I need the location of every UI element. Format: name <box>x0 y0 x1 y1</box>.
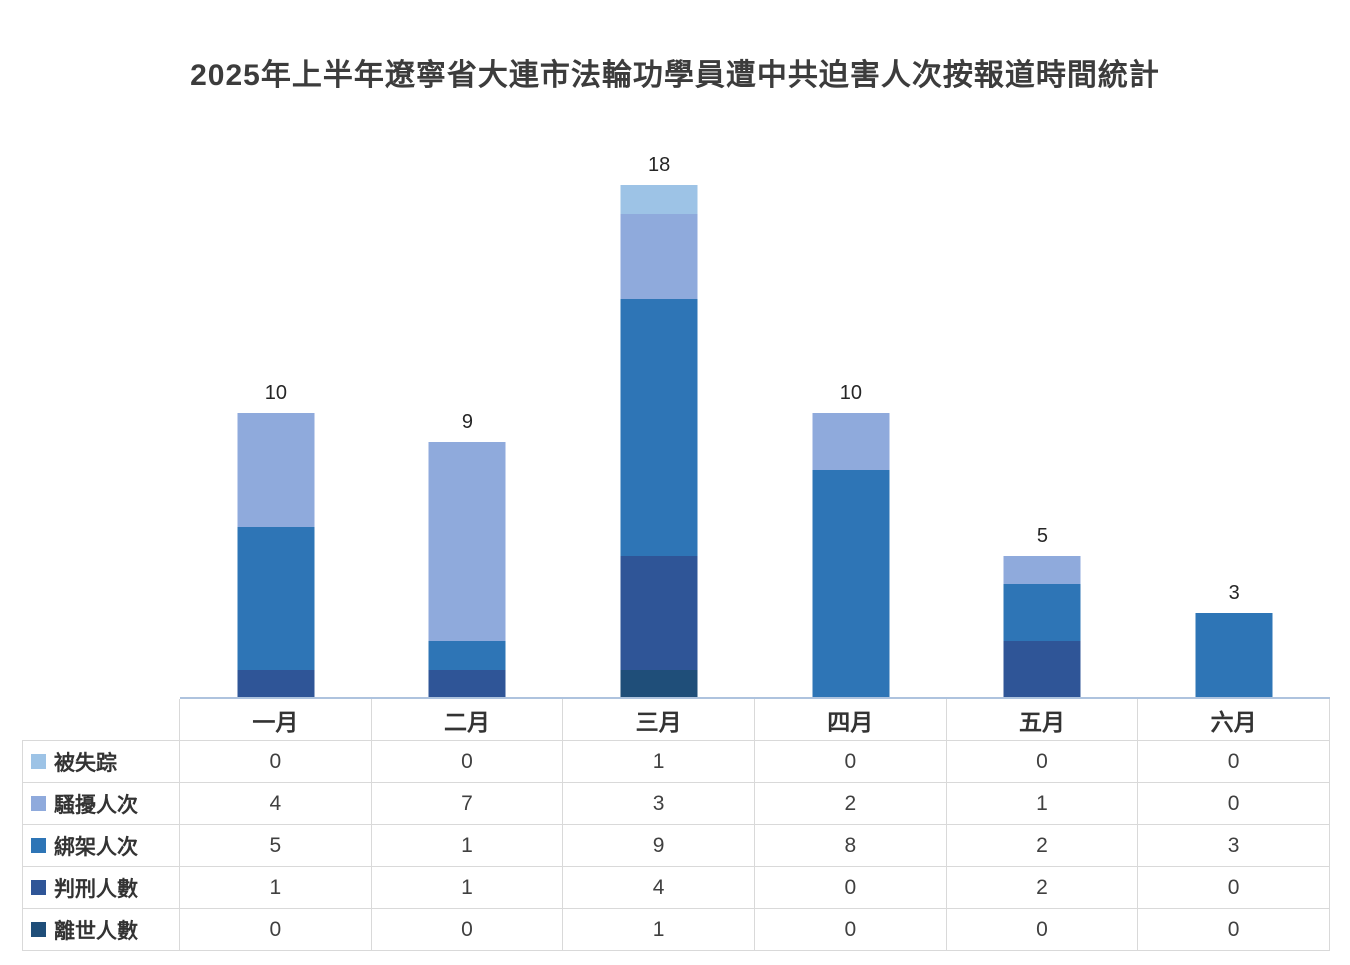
series-name-label: 離世人數 <box>54 919 138 943</box>
bar-segment-綁架人次 <box>237 527 315 670</box>
table-cell-被失踪-5: 0 <box>946 741 1139 783</box>
table-cell-騷擾人次-2: 7 <box>371 783 564 825</box>
bar-segment-騷擾人次 <box>1003 555 1081 584</box>
table-cell-綁架人次-1: 5 <box>180 825 372 867</box>
bar-total-label: 5 <box>1036 524 1049 547</box>
stacked-bar-六月 <box>1195 612 1273 698</box>
bar-total-label: 9 <box>461 410 474 433</box>
series-name-label: 被失踪 <box>54 751 117 775</box>
table-header-month-6: 六月 <box>1138 699 1330 741</box>
table-cell-判刑人數-5: 2 <box>946 867 1139 909</box>
legend-swatch-綁架人次 <box>31 838 46 853</box>
bar-segment-被失踪 <box>620 185 698 214</box>
table-cell-綁架人次-4: 8 <box>754 825 947 867</box>
bar-column-3: 18 <box>563 150 755 698</box>
series-label-row-綁架人次: 綁架人次 <box>22 825 180 867</box>
table-cell-離世人數-3: 1 <box>563 909 755 951</box>
table-cell-判刑人數-3: 4 <box>563 867 755 909</box>
bar-column-2: 9 <box>372 150 564 698</box>
table-cell-離世人數-1: 0 <box>180 909 372 951</box>
bar-total-label: 18 <box>648 154 671 176</box>
bar-segment-綁架人次 <box>428 641 506 670</box>
table-cell-判刑人數-6: 0 <box>1138 867 1330 909</box>
legend-swatch-被失踪 <box>31 754 46 769</box>
table-cell-離世人數-4: 0 <box>754 909 947 951</box>
stacked-bar-三月 <box>620 185 698 698</box>
bar-segment-騷擾人次 <box>620 213 698 299</box>
bar-segment-判刑人數 <box>1003 641 1081 698</box>
table-cell-判刑人數-4: 0 <box>754 867 947 909</box>
bar-segment-離世人數 <box>620 669 698 698</box>
bar-column-6: 3 <box>1138 150 1330 698</box>
table-cell-被失踪-3: 1 <box>563 741 755 783</box>
table-cell-離世人數-2: 0 <box>371 909 564 951</box>
bar-column-1: 10 <box>180 150 372 698</box>
table-cell-離世人數-6: 0 <box>1138 909 1330 951</box>
baseline-divider <box>180 697 1330 699</box>
series-label-row-騷擾人次: 騷擾人次 <box>22 783 180 825</box>
stacked-bar-二月 <box>428 441 506 698</box>
table-header-month-4: 四月 <box>754 699 947 741</box>
table-header-month-3: 三月 <box>563 699 755 741</box>
table-cell-騷擾人次-6: 0 <box>1138 783 1330 825</box>
table-cell-判刑人數-2: 1 <box>371 867 564 909</box>
table-cell-騷擾人次-4: 2 <box>754 783 947 825</box>
bar-total-label: 3 <box>1228 581 1240 604</box>
table-cell-被失踪-6: 0 <box>1138 741 1330 783</box>
bar-segment-判刑人數 <box>428 669 506 698</box>
series-label-row-離世人數: 離世人數 <box>22 909 180 951</box>
bar-segment-綁架人次 <box>812 470 890 698</box>
table-cell-被失踪-4: 0 <box>754 741 947 783</box>
table-cell-騷擾人次-5: 1 <box>946 783 1139 825</box>
bar-segment-綁架人次 <box>620 299 698 556</box>
bar-column-4: 10 <box>755 150 947 698</box>
table-cell-判刑人數-1: 1 <box>180 867 372 909</box>
table-corner-cell <box>22 699 180 741</box>
series-label-row-判刑人數: 判刑人數 <box>22 867 180 909</box>
series-name-label: 判刑人數 <box>54 877 138 901</box>
table-cell-騷擾人次-3: 3 <box>563 783 755 825</box>
bar-segment-綁架人次 <box>1003 584 1081 641</box>
data-table: 一月 二月 三月 四月 五月 六月 被失踪 0 0 1 0 0 0 騷擾人次 4 7 3 2 1 0 綁架人次 5 1 9 8 2… <box>22 699 1330 951</box>
chart-plot: 10 9 18 10 5 3 <box>180 150 1330 698</box>
series-name-label: 騷擾人次 <box>54 793 138 817</box>
series-label-row-被失踪: 被失踪 <box>22 741 180 783</box>
page-title: 2025年上半年遼寧省大連市法輪功學員遭中共迫害人次按報道時間統計 <box>190 59 1160 92</box>
stacked-bar-四月 <box>812 413 890 698</box>
table-cell-綁架人次-2: 1 <box>371 825 564 867</box>
table-cell-綁架人次-6: 3 <box>1138 825 1330 867</box>
bar-segment-騷擾人次 <box>237 413 315 527</box>
bar-segment-綁架人次 <box>1195 612 1273 698</box>
table-header-month-1: 一月 <box>180 699 372 741</box>
table-cell-綁架人次-5: 2 <box>946 825 1139 867</box>
legend-swatch-判刑人數 <box>31 880 46 895</box>
table-cell-綁架人次-3: 9 <box>563 825 755 867</box>
table-cell-被失踪-1: 0 <box>180 741 372 783</box>
bar-segment-判刑人數 <box>237 669 315 698</box>
table-cell-離世人數-5: 0 <box>946 909 1139 951</box>
legend-swatch-騷擾人次 <box>31 796 46 811</box>
table-cell-被失踪-2: 0 <box>371 741 564 783</box>
stacked-bar-五月 <box>1003 555 1081 698</box>
table-header-month-2: 二月 <box>371 699 564 741</box>
table-cell-騷擾人次-1: 4 <box>180 783 372 825</box>
bar-segment-判刑人數 <box>620 555 698 670</box>
table-header-month-5: 五月 <box>946 699 1139 741</box>
bar-total-label: 10 <box>839 382 862 404</box>
legend-swatch-離世人數 <box>31 922 46 937</box>
bar-segment-騷擾人次 <box>428 441 506 641</box>
bar-column-5: 5 <box>947 150 1139 698</box>
bar-total-label: 10 <box>264 382 287 404</box>
bar-segment-騷擾人次 <box>812 413 890 470</box>
stacked-bar-一月 <box>237 413 315 698</box>
series-name-label: 綁架人次 <box>54 835 138 859</box>
